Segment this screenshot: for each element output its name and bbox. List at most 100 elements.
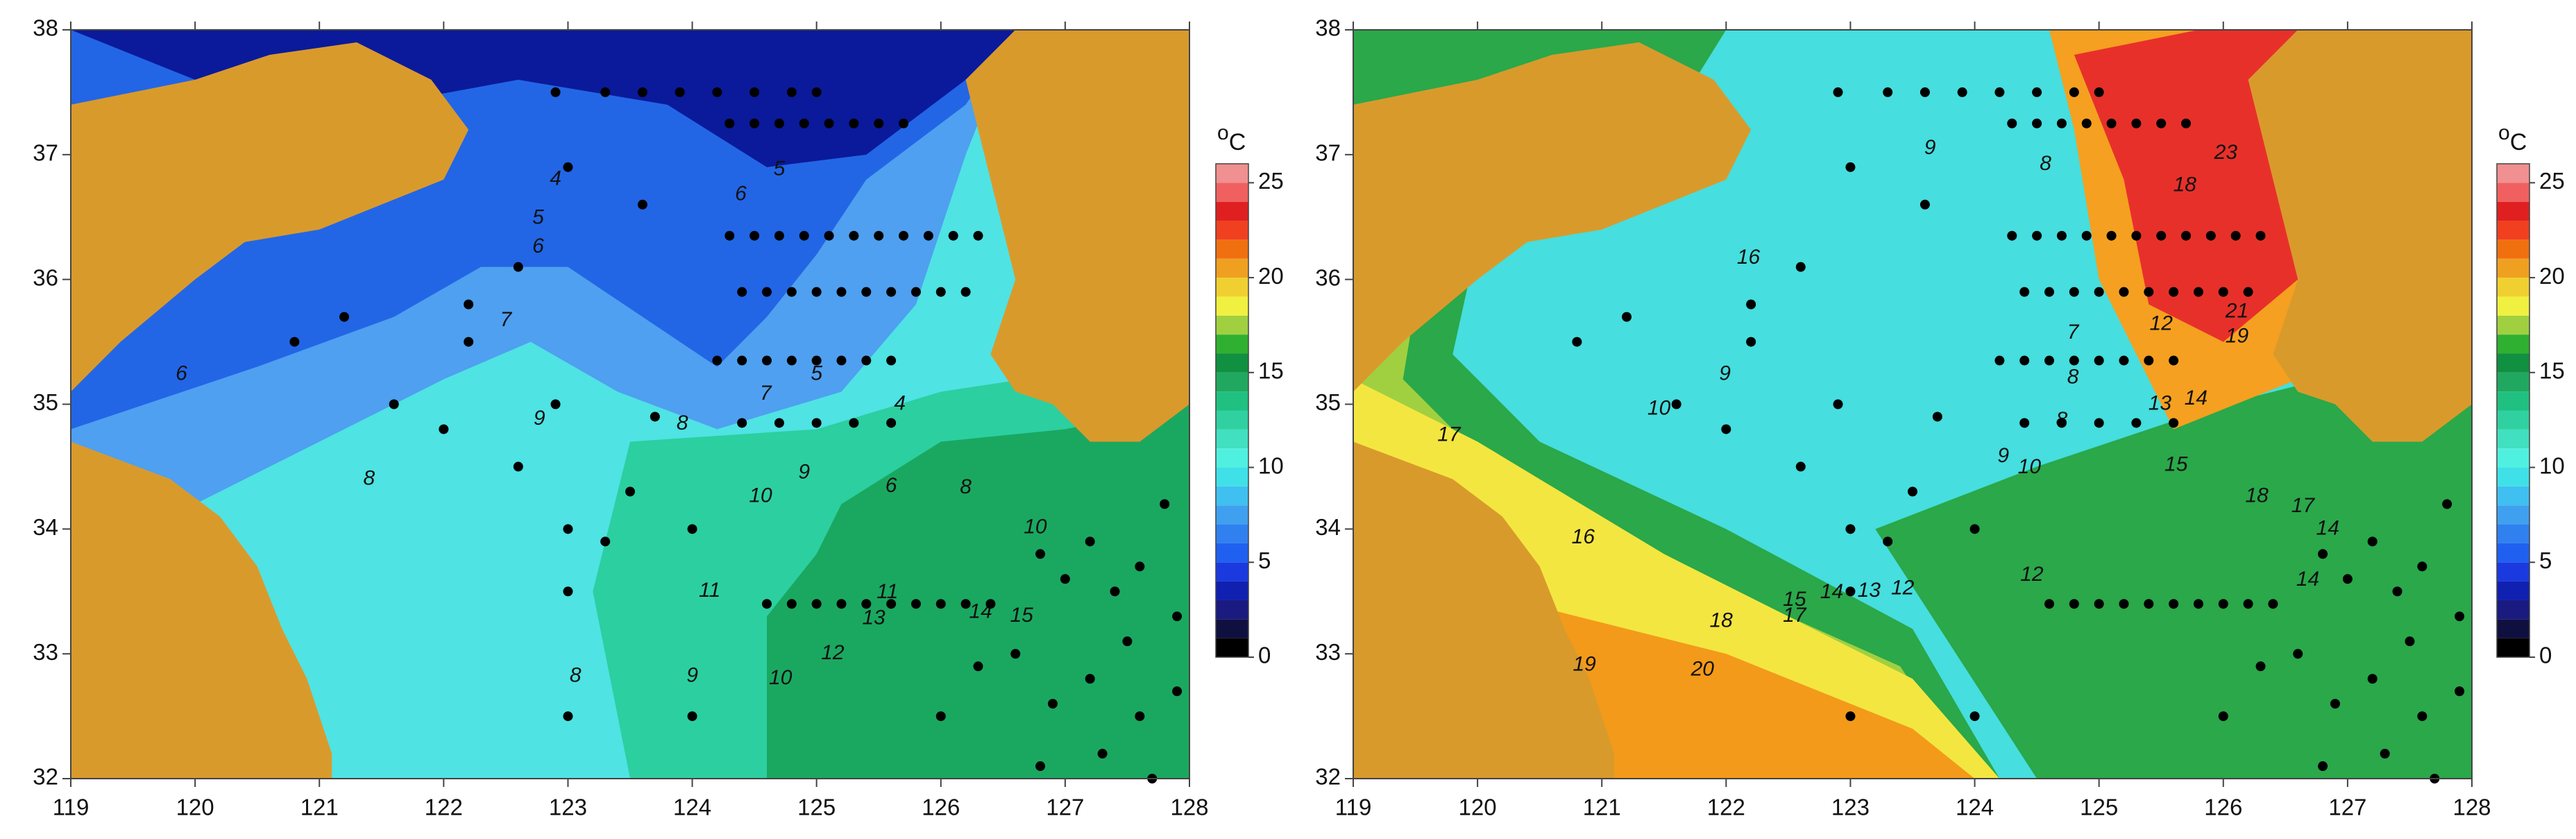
station [2032, 87, 2042, 97]
colorbar-cell [1216, 278, 1248, 297]
x-tick-label: 124 [673, 795, 711, 820]
station [2119, 287, 2129, 297]
colorbar-tick-label: 10 [1258, 452, 1284, 478]
y-tick-label: 37 [33, 140, 58, 166]
station [960, 599, 971, 609]
station [1932, 412, 1942, 422]
station [2205, 230, 2216, 241]
station [2144, 355, 2154, 366]
station [2032, 118, 2042, 128]
station [836, 287, 847, 297]
colorbar-cell [1216, 296, 1248, 316]
station [886, 287, 897, 297]
contour-label: 9 [798, 460, 810, 483]
colorbar-cell [2497, 201, 2530, 221]
colorbar-cell [2497, 183, 2530, 202]
x-tick-label: 121 [300, 795, 339, 820]
station [2455, 686, 2465, 697]
colorbar-cell [2497, 221, 2530, 240]
station [2342, 574, 2353, 584]
station [960, 287, 971, 297]
contour-label: 7 [500, 308, 513, 331]
colorbar-cell [1216, 410, 1248, 430]
station [2442, 499, 2452, 509]
station [899, 118, 909, 128]
station [2019, 287, 2030, 297]
station [799, 230, 809, 241]
station [1060, 574, 1070, 584]
colorbar-cell [1216, 562, 1248, 582]
station [2056, 118, 2067, 128]
station [563, 524, 573, 534]
station [985, 599, 996, 609]
contour-label: 8 [364, 466, 375, 489]
station [737, 418, 747, 428]
station [2094, 418, 2104, 428]
station [339, 312, 350, 322]
colorbar-cell [1216, 638, 1248, 657]
contour-label: 5 [532, 205, 544, 228]
station [1957, 87, 1967, 97]
station [2131, 118, 2142, 128]
station [2007, 230, 2017, 241]
colorbar-cell [2497, 372, 2530, 392]
colorbar-cell [2497, 334, 2530, 354]
contour-label: 10 [769, 666, 793, 689]
contour-label: 13 [2149, 391, 2172, 414]
x-tick-label: 128 [2452, 795, 2491, 820]
colorbar-unit: oC [1217, 121, 1246, 155]
contour-label: 17 [1783, 604, 1807, 627]
station [811, 355, 822, 366]
station [786, 599, 797, 609]
colorbar-tick-label: 15 [2539, 358, 2565, 384]
colorbar-cell [1216, 543, 1248, 563]
contour-label: 18 [2245, 484, 2269, 507]
station [2044, 599, 2055, 609]
station [1845, 162, 1856, 172]
station [749, 87, 760, 97]
station [513, 262, 523, 272]
station [1110, 586, 1120, 597]
station [2367, 674, 2378, 684]
station [2106, 118, 2117, 128]
station [799, 118, 809, 128]
contour-label: 10 [1647, 397, 1671, 420]
station [289, 337, 300, 347]
colorbar-frame [1215, 163, 1249, 658]
station [2094, 599, 2104, 609]
contour-label: 9 [1924, 136, 1936, 159]
contour-label: 12 [1891, 577, 1915, 600]
colorbar-cell [2497, 258, 2530, 278]
contour-label: 11 [876, 580, 898, 603]
x-tick-label: 124 [1956, 795, 1994, 820]
station [1795, 262, 1806, 272]
colorbar-cell [1216, 448, 1248, 468]
station [513, 461, 523, 472]
station [786, 355, 797, 366]
contour-label: 10 [749, 484, 772, 507]
contour-label: 6 [176, 362, 187, 384]
station [2069, 287, 2079, 297]
station [2193, 599, 2203, 609]
x-tick-label: 125 [2080, 795, 2118, 820]
station [2119, 355, 2129, 366]
x-tick-label: 126 [2204, 795, 2242, 820]
station [2131, 230, 2142, 241]
station [886, 599, 897, 609]
station [2069, 87, 2079, 97]
contour-label: 14 [1820, 580, 1843, 603]
station [849, 118, 859, 128]
station [2131, 418, 2142, 428]
colorbar-cell [1216, 372, 1248, 392]
contour-label: 8 [2040, 152, 2051, 175]
station [749, 118, 760, 128]
station [2218, 711, 2228, 722]
contour-label: 5 [811, 362, 822, 384]
station [2169, 355, 2179, 366]
station [786, 87, 797, 97]
colorbar-cell [2497, 391, 2530, 411]
contour-label: 13 [1858, 579, 1881, 602]
station [762, 287, 772, 297]
colorbar-cell [1216, 524, 1248, 543]
station [712, 87, 722, 97]
